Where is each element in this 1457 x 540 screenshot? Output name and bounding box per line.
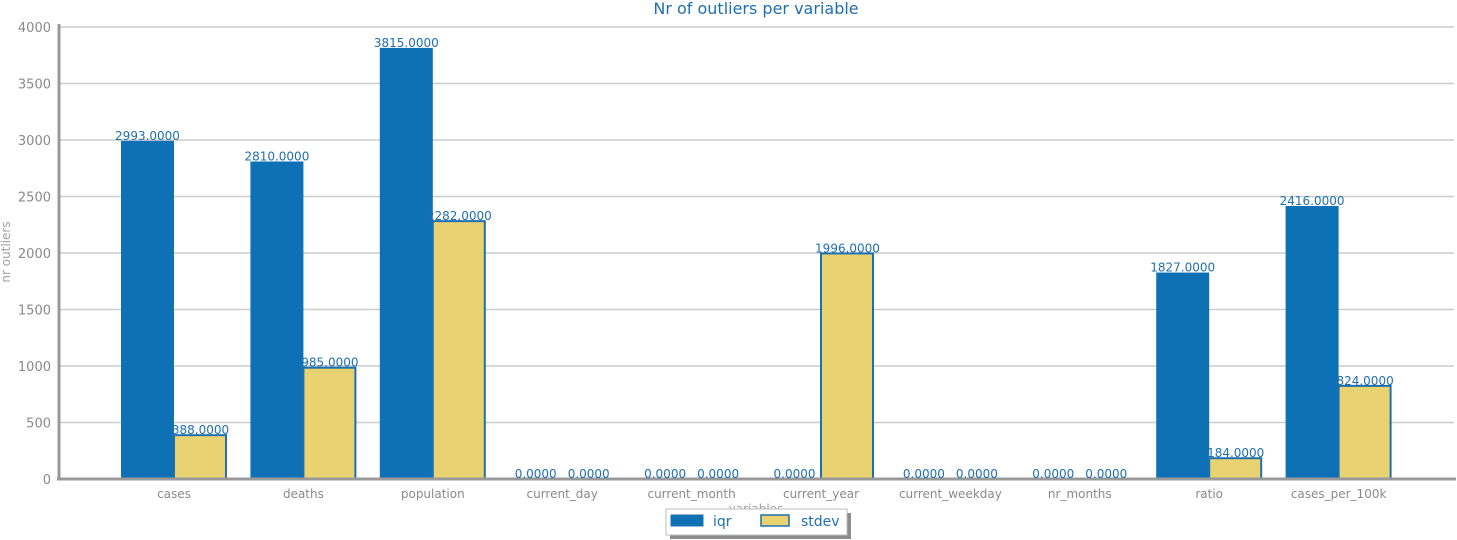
chart-title: Nr of outliers per variable: [653, 0, 858, 18]
data-labels: 2993.0000 388.0000 2810.0000 985.0000 3815.0…: [115, 36, 1394, 481]
bar-iqr-population: [379, 47, 433, 479]
data-label-iqr: 2810.0000: [244, 149, 309, 163]
axes: [57, 24, 1456, 481]
data-label-iqr: 0.0000: [1032, 467, 1074, 481]
bar-iqr-cases: [121, 140, 174, 479]
y-tick-label: 2000: [18, 247, 51, 262]
data-label-stdev: 0.0000: [568, 467, 610, 481]
bar-iqr-cases_per_100k: [1285, 205, 1339, 479]
legend-swatch-stdev: [760, 514, 790, 527]
bar-stdev-deaths: [302, 366, 357, 481]
x-tick-label: current_day: [527, 487, 598, 501]
data-label-iqr: 0.0000: [644, 467, 686, 481]
bar-stdev-cases: [173, 434, 227, 481]
y-tick-label: 1500: [18, 304, 51, 319]
x-tick-label: cases: [157, 487, 191, 501]
data-label-iqr: 2416.0000: [1280, 194, 1345, 208]
bar-stdev-population: [431, 220, 486, 480]
x-tick-label: ratio: [1195, 487, 1223, 501]
legend: iqr stdev: [665, 508, 851, 539]
y-tick-labels: 0 500 1000 1500 2000 2500 3000 3500 4000: [18, 21, 51, 488]
x-tick-label: current_weekday: [899, 487, 1002, 501]
y-tick-label: 2500: [18, 191, 51, 206]
legend-label-stdev: stdev: [801, 514, 840, 530]
y-tick-label: 4000: [18, 21, 51, 36]
y-axis-label: nr outliers: [0, 221, 13, 282]
y-tick-label: 0: [43, 473, 51, 488]
data-label-stdev: 0.0000: [956, 467, 998, 481]
data-label-stdev: 2282.0000: [427, 209, 492, 223]
bar-iqr-deaths: [250, 161, 304, 479]
data-label-stdev: 0.0000: [1085, 467, 1127, 481]
data-label-stdev: 985.0000: [301, 356, 358, 370]
x-tick-label: current_month: [647, 487, 735, 501]
data-label-stdev: 184.0000: [1207, 446, 1264, 460]
data-label-stdev: 824.0000: [1336, 374, 1393, 388]
bar-stdev-cases_per_100k: [1337, 384, 1392, 480]
data-label-stdev: 388.0000: [172, 423, 229, 437]
y-tick-label: 1000: [18, 360, 51, 375]
data-label-iqr: 0.0000: [903, 467, 945, 481]
data-label-stdev: 0.0000: [697, 467, 739, 481]
x-tick-labels: cases deaths population current_day current_…: [157, 487, 1386, 501]
data-label-iqr: 0.0000: [515, 467, 557, 481]
x-tick-label: population: [401, 487, 465, 501]
data-label-iqr: 2993.0000: [115, 129, 180, 143]
data-label-iqr: 1827.0000: [1150, 261, 1215, 275]
bar-stdev-ratio: [1208, 457, 1263, 481]
y-tick-label: 3000: [18, 134, 51, 149]
data-label-iqr: 3815.0000: [374, 36, 439, 50]
x-tick-label: nr_months: [1048, 487, 1112, 501]
data-label-iqr: 0.0000: [774, 467, 816, 481]
legend-label-iqr: iqr: [713, 514, 732, 530]
bar-stdev-current_year: [820, 252, 874, 480]
bar-iqr-ratio: [1156, 272, 1210, 479]
data-label-stdev: 1996.0000: [815, 241, 880, 255]
x-tick-label: current_year: [783, 487, 859, 501]
y-tick-label: 500: [26, 417, 51, 432]
legend-swatch-iqr: [670, 514, 704, 527]
x-tick-label: cases_per_100k: [1291, 487, 1387, 501]
x-tick-label: deaths: [283, 487, 324, 501]
bars: [121, 47, 1392, 481]
y-tick-label: 3500: [18, 78, 51, 93]
